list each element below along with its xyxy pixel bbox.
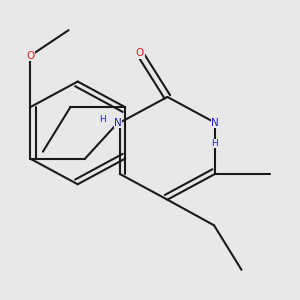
Text: N: N [211, 118, 219, 128]
Text: H: H [99, 115, 106, 124]
Text: O: O [136, 48, 144, 58]
Text: N: N [114, 118, 122, 128]
Text: O: O [26, 51, 34, 61]
Text: H: H [212, 139, 218, 148]
